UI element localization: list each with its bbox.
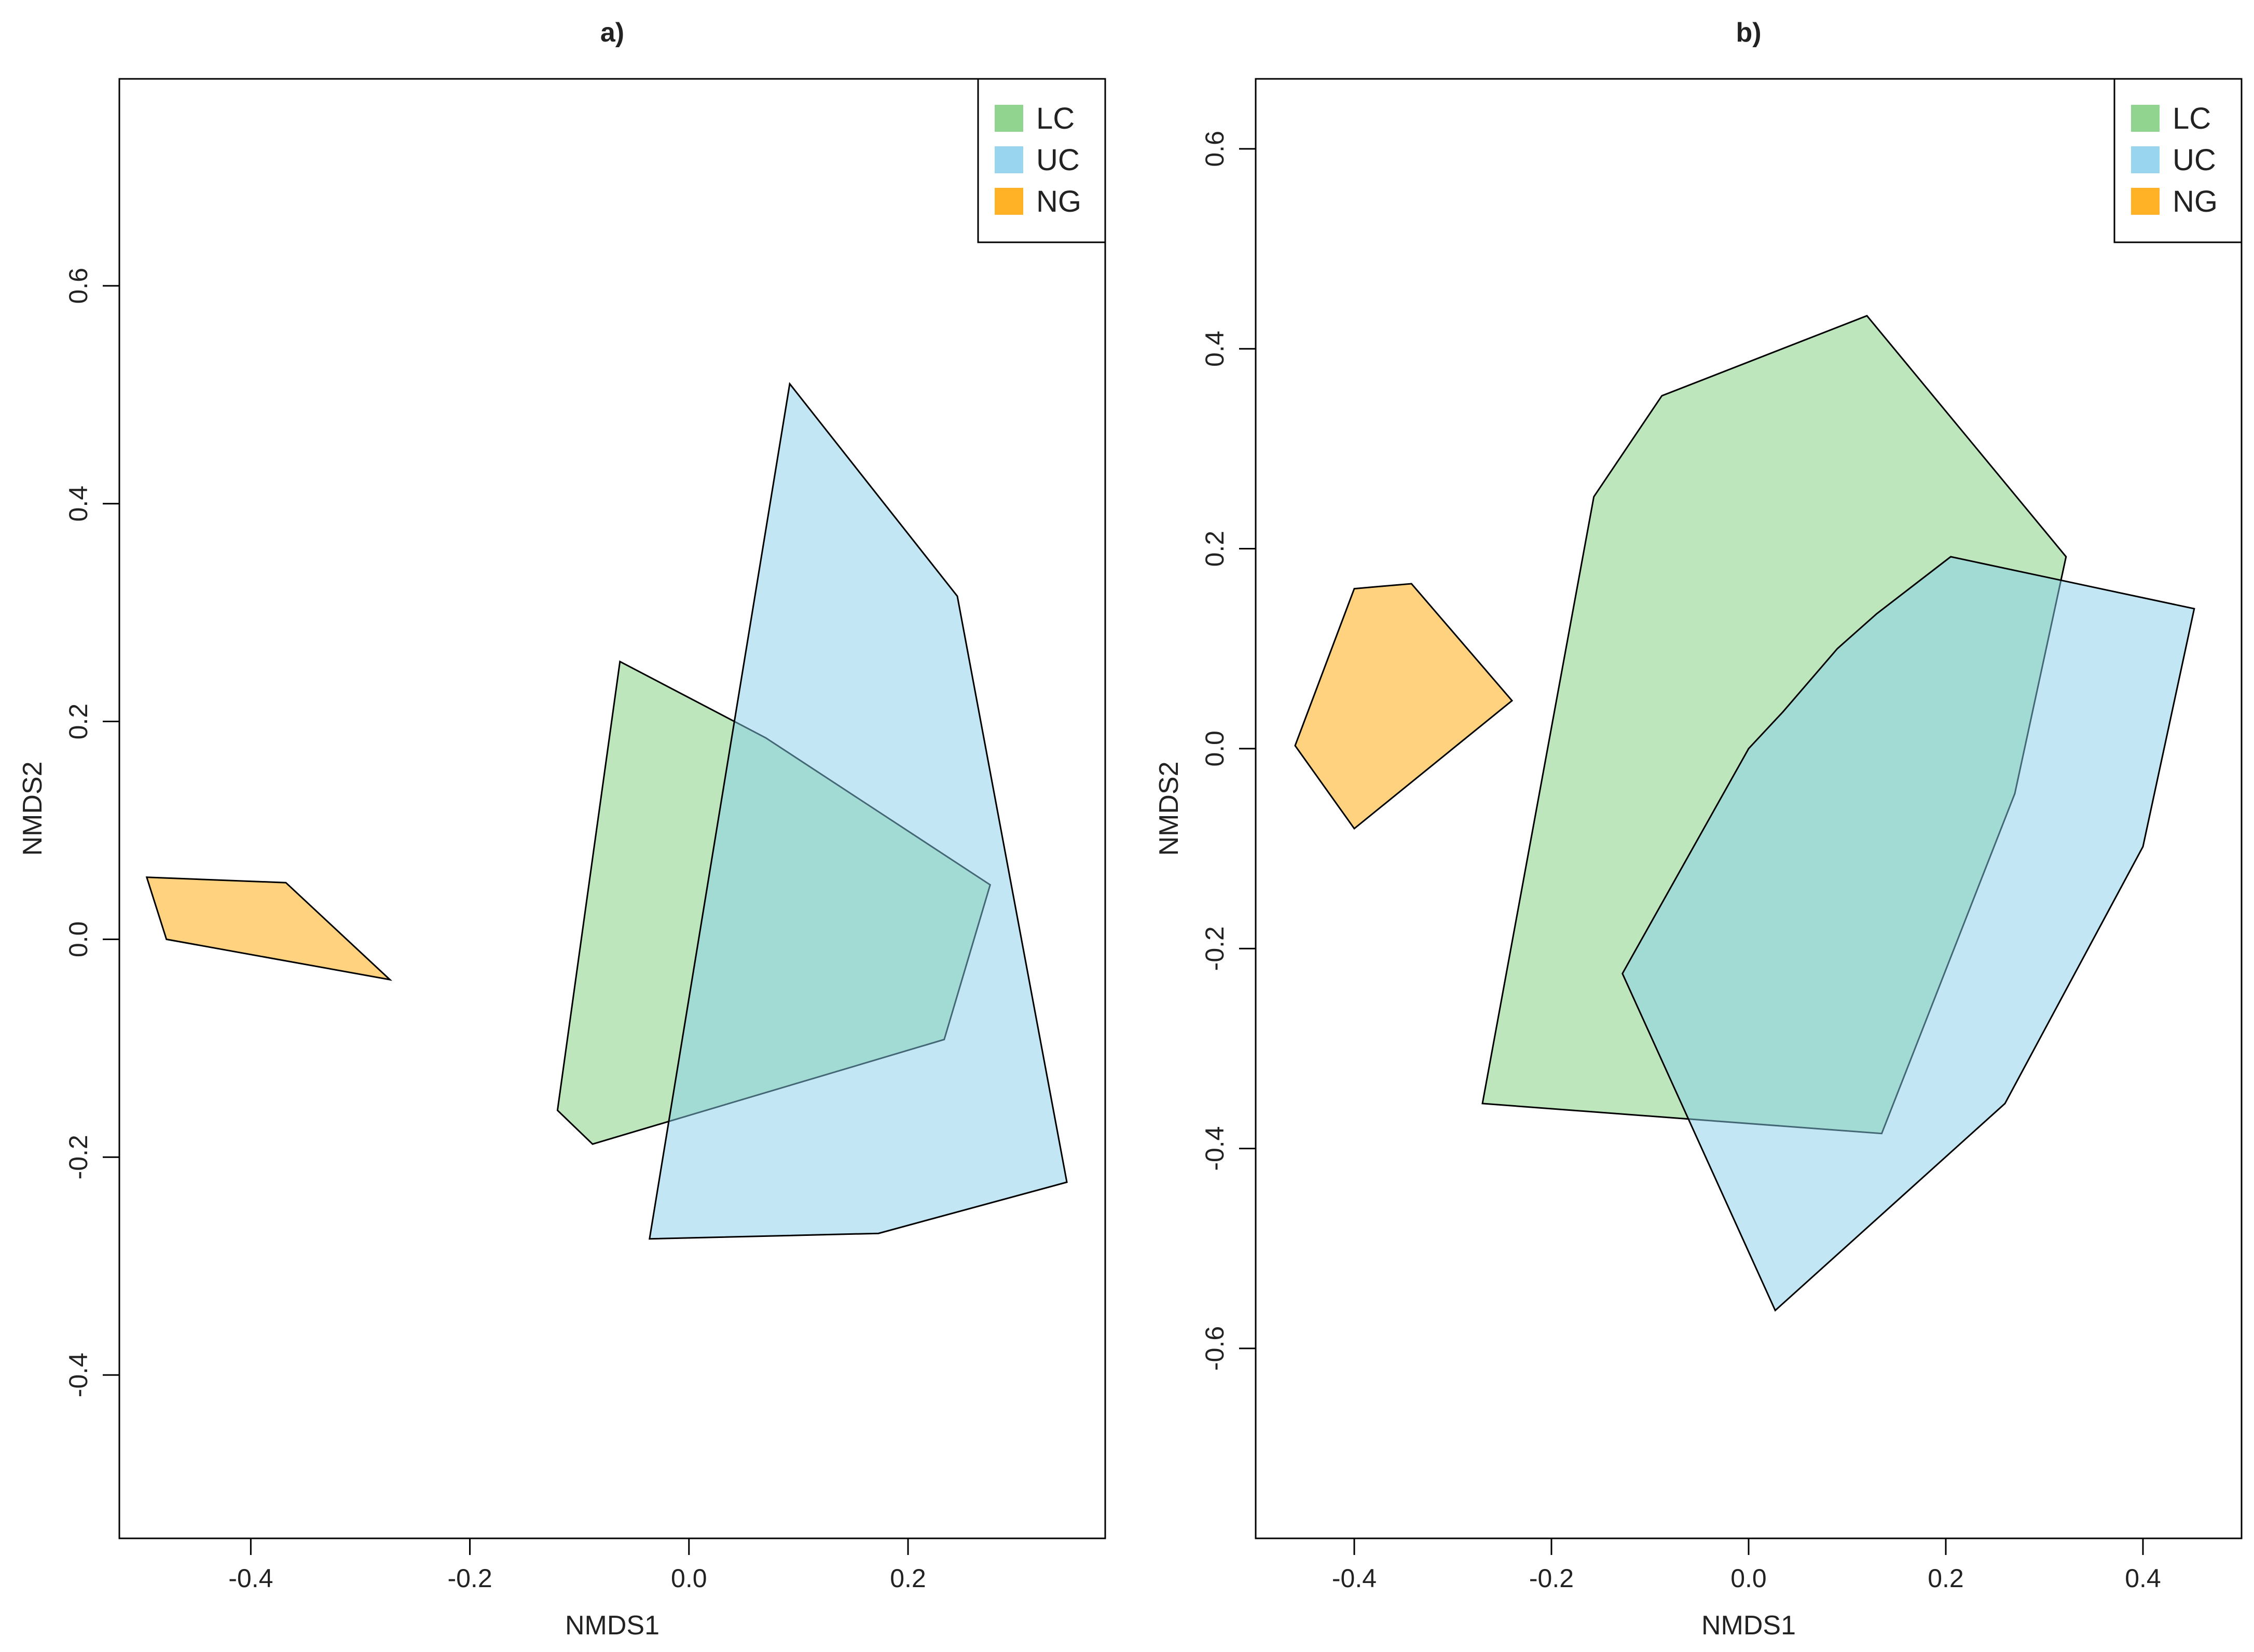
hull-ng — [145, 876, 393, 981]
y-tick-label: 0.0 — [1200, 731, 1229, 767]
x-tick-label: 0.0 — [1730, 1564, 1767, 1593]
y-tick-label: 0.2 — [64, 704, 93, 740]
x-tick-label: -0.2 — [447, 1564, 492, 1593]
y-tick-label: -0.2 — [1200, 926, 1229, 971]
y-tick-label: 0.2 — [1200, 531, 1229, 567]
hull-uc — [1621, 556, 2195, 1312]
y-tick-label: 0.4 — [1200, 331, 1229, 367]
legend-label-lc: LC — [1036, 102, 1075, 135]
legend-swatch-lc — [995, 105, 1023, 132]
hull-ng — [1294, 583, 1514, 830]
x-axis-title: NMDS1 — [565, 1610, 659, 1641]
chart-title: a) — [600, 18, 624, 48]
legend-swatch-ng — [2131, 188, 2160, 215]
panel-b: b) -0.4 -0.2 0.0 0.2 0.4 NMDS1 -0.6 -0.4 -0.2 0.0 0… — [1154, 18, 2243, 1641]
y-tick-label: -0.4 — [64, 1353, 93, 1397]
legend: LC UC NG — [2113, 78, 2243, 243]
x-tick-label: 0.4 — [2125, 1564, 2161, 1593]
legend-swatch-lc — [2131, 105, 2160, 132]
legend-swatch-uc — [2131, 146, 2160, 173]
y-tick-label: -0.4 — [1200, 1126, 1229, 1171]
panel-a: a) -0.4 -0.2 0.0 0.2 NMDS1 -0.4 -0.2 0.0 0.2 0.4 0.… — [18, 18, 1106, 1641]
y-tick-label: -0.6 — [1200, 1326, 1229, 1371]
legend-label-uc: UC — [2173, 143, 2216, 177]
y-tick-label: -0.2 — [64, 1135, 93, 1179]
legend-swatch-ng — [995, 188, 1023, 215]
legend-label-uc: UC — [1036, 143, 1080, 177]
hull-uc — [649, 382, 1068, 1240]
y-tick-label: 0.6 — [1200, 131, 1229, 167]
x-tick-label: 0.2 — [1928, 1564, 1964, 1593]
chart-title: b) — [1736, 18, 1761, 48]
y-axis-title: NMDS2 — [1154, 761, 1184, 856]
x-tick-label: -0.4 — [228, 1564, 273, 1593]
x-axis-title: NMDS1 — [1701, 1610, 1796, 1641]
x-tick-label: -0.2 — [1529, 1564, 1574, 1593]
legend: LC UC NG — [977, 78, 1106, 243]
y-tick-label: 0.6 — [64, 268, 93, 304]
y-tick-label: 0.0 — [64, 921, 93, 958]
legend-swatch-uc — [995, 146, 1023, 173]
legend-label-ng: NG — [1036, 185, 1081, 218]
x-tick-label: 0.0 — [671, 1564, 707, 1593]
x-tick-label: -0.4 — [1332, 1564, 1377, 1593]
x-tick-label: 0.2 — [890, 1564, 926, 1593]
y-tick-label: 0.4 — [64, 486, 93, 522]
y-axis-title: NMDS2 — [18, 761, 48, 856]
legend-label-lc: LC — [2173, 102, 2211, 135]
legend-label-ng: NG — [2173, 185, 2218, 218]
